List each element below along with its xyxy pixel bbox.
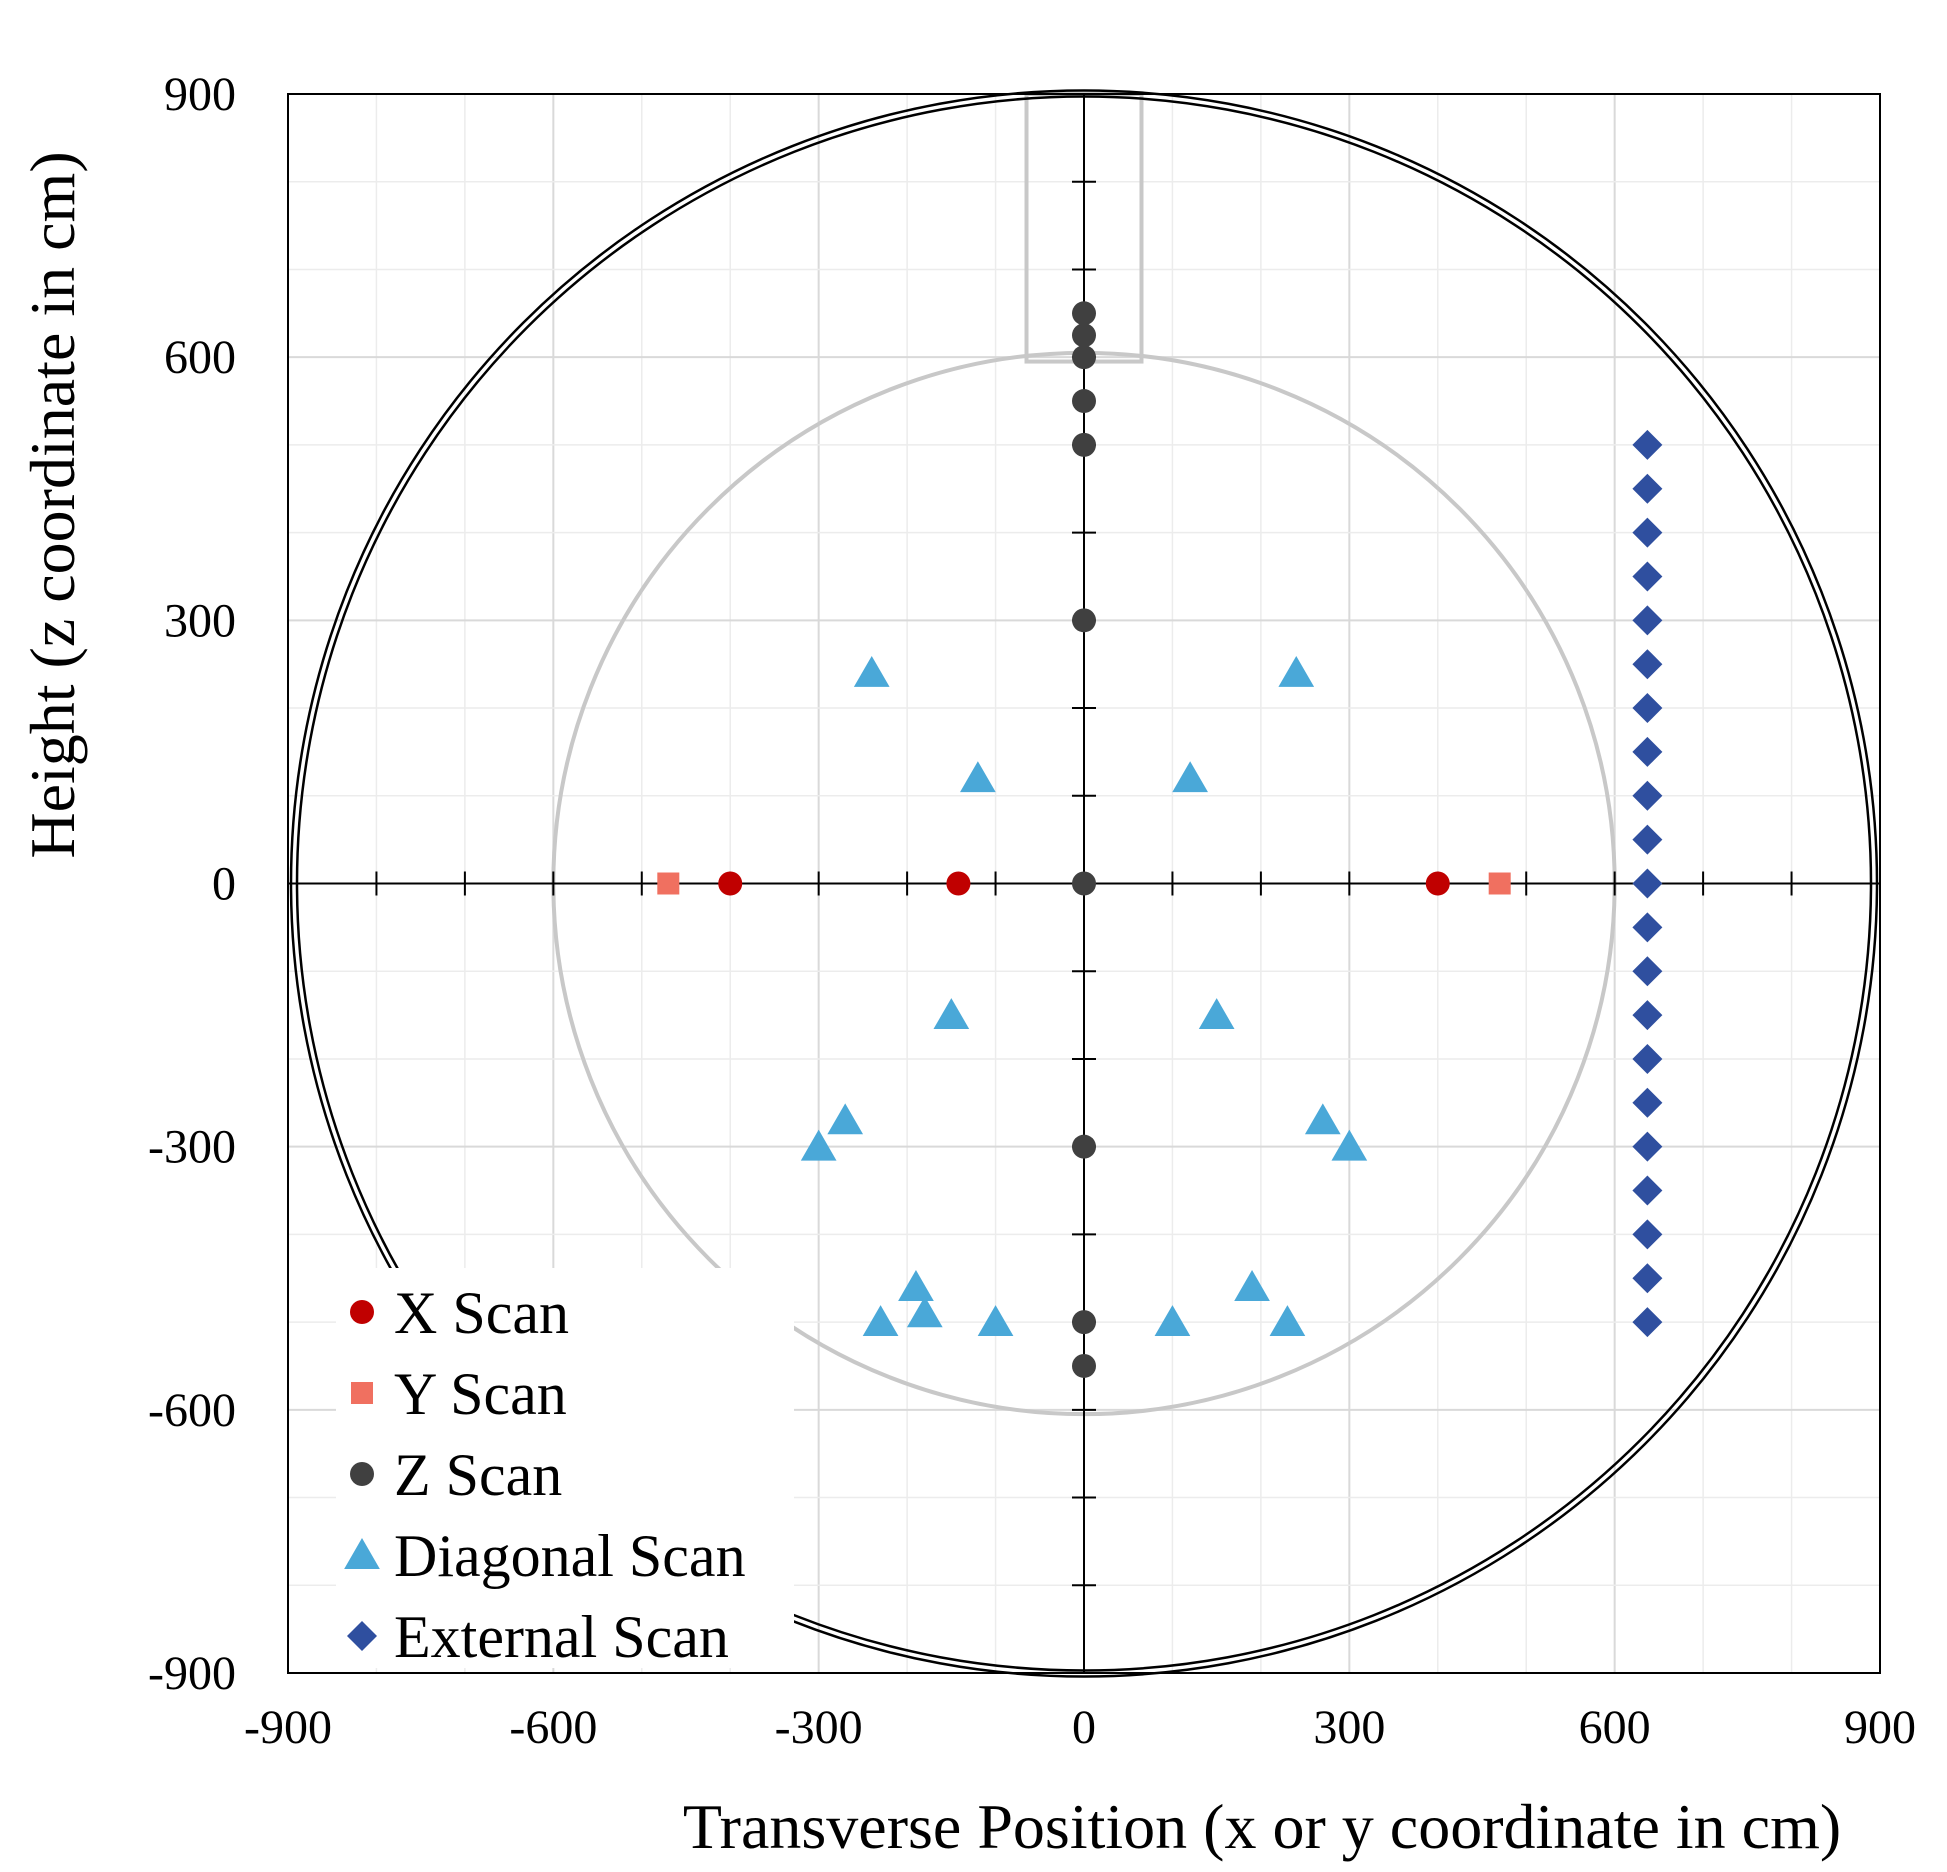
data-point xyxy=(1488,872,1511,895)
data-point xyxy=(1632,473,1663,504)
data-point xyxy=(898,1270,934,1301)
data-point xyxy=(1304,1103,1341,1135)
data-point xyxy=(1632,1131,1663,1162)
series-diagonal-scan xyxy=(800,655,1368,1337)
legend-label: Z Scan xyxy=(394,1442,562,1508)
data-point xyxy=(1072,323,1096,348)
data-point xyxy=(1072,1353,1096,1378)
data-point xyxy=(1072,301,1096,326)
x-tick-label: -300 xyxy=(775,1701,863,1754)
data-point xyxy=(1632,1087,1663,1118)
legend-marker xyxy=(350,1300,374,1324)
data-point xyxy=(1632,1307,1663,1338)
data-point xyxy=(853,655,890,687)
data-point xyxy=(1072,871,1096,896)
y-axis-title: Height (z coordinate in cm) xyxy=(17,151,88,858)
data-point xyxy=(1632,956,1663,987)
data-point xyxy=(1269,1305,1306,1337)
series-y-scan xyxy=(657,872,1511,895)
y-tick-label: 300 xyxy=(164,594,236,647)
data-point xyxy=(1072,432,1096,457)
data-point xyxy=(1632,429,1663,460)
data-point xyxy=(1632,824,1663,855)
data-point xyxy=(1632,1000,1663,1031)
data-point xyxy=(977,1305,1014,1337)
data-point xyxy=(1632,736,1663,767)
data-point xyxy=(906,1296,943,1328)
data-point xyxy=(1632,868,1663,899)
data-point xyxy=(1234,1270,1270,1301)
tick-labels: -900 -600 -300 0 300 600 900 -900 -600 -300 0 300 60… xyxy=(148,68,1916,1754)
x-tick-label: 600 xyxy=(1579,1701,1651,1754)
series-x-scan xyxy=(718,871,1450,896)
data-point xyxy=(1425,871,1450,896)
data-point xyxy=(1072,1134,1096,1159)
x-tick-label: 900 xyxy=(1844,1701,1916,1754)
legend: X Scan Y Scan Z Scan Diagonal Scan External … xyxy=(336,1268,794,1670)
data-point xyxy=(1172,761,1208,793)
data-point xyxy=(862,1305,899,1337)
y-tick-label: -300 xyxy=(148,1121,236,1174)
data-point xyxy=(1072,389,1096,414)
legend-marker xyxy=(351,1382,373,1404)
data-point xyxy=(1632,912,1663,943)
data-point xyxy=(1072,1310,1096,1335)
data-point xyxy=(1331,1129,1368,1161)
y-tick-label: 0 xyxy=(212,858,236,911)
x-tick-label: 300 xyxy=(1313,1701,1385,1754)
data-point xyxy=(1632,517,1663,548)
legend-label: Y Scan xyxy=(394,1361,567,1427)
data-point xyxy=(657,872,680,895)
x-axis-title: Transverse Position (x or y coordinate i… xyxy=(683,1791,1841,1862)
data-point xyxy=(1632,780,1663,811)
data-point xyxy=(718,871,743,896)
data-point xyxy=(1632,1043,1663,1074)
data-point xyxy=(827,1103,864,1135)
x-tick-label: 0 xyxy=(1072,1701,1096,1754)
data-point xyxy=(1632,1219,1663,1250)
data-point xyxy=(1632,1263,1663,1294)
data-point xyxy=(1632,561,1663,592)
data-point xyxy=(1072,608,1096,633)
series-external-scan xyxy=(1632,429,1663,1338)
data-point xyxy=(1278,655,1315,687)
data-point xyxy=(933,998,970,1030)
legend-marker xyxy=(347,1621,377,1651)
data-point xyxy=(946,871,971,896)
x-tick-label: -600 xyxy=(509,1701,597,1754)
legend-box xyxy=(336,1268,794,1668)
y-tick-label: 600 xyxy=(164,331,236,384)
data-point xyxy=(960,761,996,793)
data-point xyxy=(1072,345,1096,370)
data-point xyxy=(1154,1305,1191,1337)
data-point xyxy=(1632,693,1663,724)
legend-marker xyxy=(350,1462,374,1486)
data-point xyxy=(800,1129,837,1161)
legend-label: X Scan xyxy=(394,1280,569,1346)
legend-label: Diagonal Scan xyxy=(394,1523,746,1589)
data-point xyxy=(1632,649,1663,680)
y-tick-label: 900 xyxy=(164,68,236,121)
legend-marker xyxy=(344,1538,380,1569)
y-tick-label: -900 xyxy=(148,1647,236,1700)
x-tick-label: -900 xyxy=(244,1701,332,1754)
data-point xyxy=(1198,998,1235,1030)
data-points xyxy=(657,301,1663,1378)
series-z-scan xyxy=(1072,301,1096,1378)
y-tick-label: -600 xyxy=(148,1384,236,1437)
legend-label: External Scan xyxy=(394,1604,729,1670)
data-point xyxy=(1632,1175,1663,1206)
data-point xyxy=(1632,605,1663,636)
